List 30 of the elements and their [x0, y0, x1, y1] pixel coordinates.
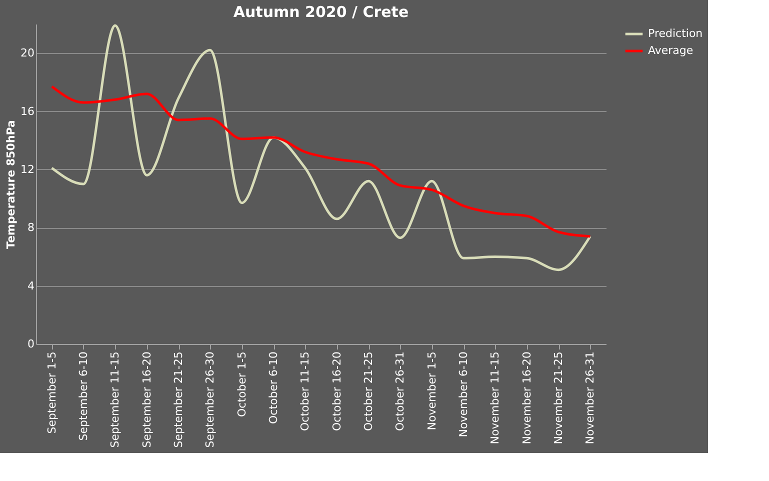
y-tick-label: 16 [20, 104, 34, 118]
x-tick-label: September 16-20 [140, 352, 154, 448]
x-tick-label: November 1-5 [425, 352, 438, 430]
x-tick-label: October 6-10 [267, 352, 280, 424]
x-tick-label: September 6-10 [77, 352, 90, 441]
line-series [50, 24, 592, 272]
y-tick-label: 20 [20, 46, 34, 60]
x-tick-label: October 1-5 [235, 352, 248, 417]
chart-title: Autumn 2020 / Crete [233, 3, 409, 21]
x-tick-label: October 11-15 [298, 352, 312, 431]
line-series [50, 85, 592, 238]
x-tick-label: November 6-10 [457, 352, 470, 438]
y-axis-title: Temperature 850hPa [4, 120, 18, 249]
x-tick-label: October 21-25 [362, 352, 375, 431]
x-tick-label: September 1-5 [45, 352, 58, 434]
x-tick-label: September 11-15 [108, 352, 122, 448]
x-tick-label: September 26-30 [204, 352, 217, 448]
y-tick-label: 4 [28, 279, 34, 292]
y-tick-label: 12 [20, 162, 34, 176]
x-tick-label: September 21-25 [172, 352, 185, 448]
x-tick-label: November 26-31 [584, 352, 597, 444]
x-tick-label: November 16-20 [520, 352, 534, 444]
x-tick-label: October 26-31 [394, 352, 407, 431]
legend-label: Average [648, 44, 694, 57]
y-tick-label: 8 [28, 221, 34, 234]
legend-label: Prediction [648, 27, 703, 40]
x-tick-label: November 21-25 [552, 352, 565, 444]
x-tick-label: October 16-20 [330, 352, 344, 431]
x-tick-label: November 11-15 [488, 352, 502, 444]
y-tick-label: 0 [28, 338, 34, 350]
